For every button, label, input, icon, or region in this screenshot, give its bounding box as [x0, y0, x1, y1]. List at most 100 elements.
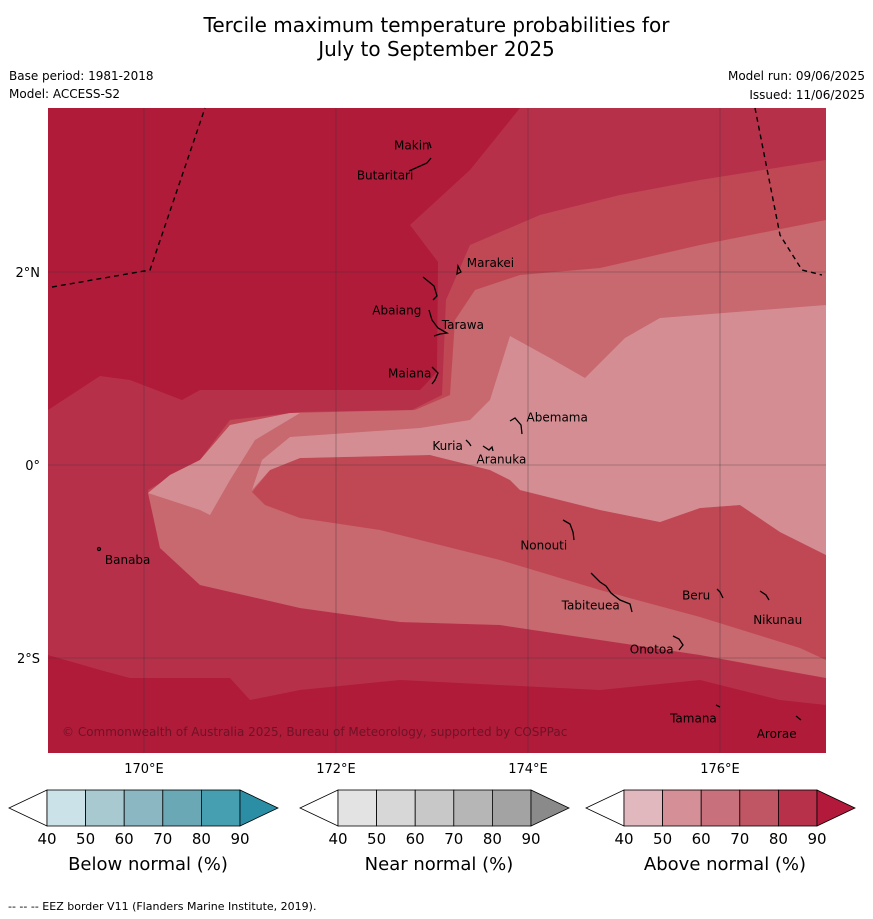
band-50	[148, 305, 826, 555]
colorbar-tick: 40	[328, 830, 347, 848]
place-label-nonouti: Nonouti	[520, 539, 567, 553]
place-label-makin: Makin	[394, 139, 430, 153]
colorbar-segment	[85, 789, 125, 827]
outline-nikunau	[759, 590, 770, 601]
colorbar-high-arrow	[816, 789, 856, 827]
outline-abemama	[509, 417, 523, 435]
model-name: Model: ACCESS-S2	[9, 87, 121, 101]
colorbar-segment	[700, 789, 741, 827]
colorbar-tick: 60	[692, 830, 711, 848]
colorbar-tick: 80	[192, 830, 211, 848]
eez-border-west	[51, 107, 206, 288]
place-label-maiana: Maiana	[388, 366, 431, 380]
place-label-nikunau: Nikunau	[753, 613, 802, 627]
outline-marakei	[456, 263, 462, 276]
colorbar-low-arrow	[585, 789, 625, 827]
place-label-banaba: Banaba	[105, 553, 151, 567]
colorbar-segment	[46, 789, 86, 827]
eez-border	[51, 107, 823, 288]
outline-tamana	[715, 704, 721, 708]
colorbar-0: 40 50 60 70 80 90	[8, 789, 279, 848]
outline-aranuka	[482, 445, 494, 452]
colorbar-high-arrow	[239, 789, 279, 827]
colorbar-tick: 80	[483, 830, 502, 848]
colorbar-tick: 90	[521, 830, 540, 848]
map-title-line2: July to September 2025	[318, 37, 555, 61]
colorbar-tick: 70	[153, 830, 172, 848]
place-label-butaritari: Butaritari	[357, 169, 414, 183]
colorbar-segment	[200, 789, 241, 827]
place-label-tarawa: Tarawa	[441, 318, 484, 332]
colorbar-segment	[662, 789, 702, 827]
lon-tick-label: 176°E	[700, 762, 740, 777]
place-label-tabiteuea: Tabiteuea	[561, 598, 620, 612]
colorbar-tick: 50	[367, 830, 386, 848]
place-label-marakei: Marakei	[467, 256, 514, 270]
island-outlines	[96, 141, 802, 721]
colorbar-tick: 70	[730, 830, 749, 848]
outline-tabiteuea	[590, 572, 633, 613]
outline-butaritari	[408, 157, 432, 172]
colorbar-title: Above normal (%)	[643, 854, 807, 875]
colorbar-tick: 40	[37, 830, 56, 848]
colorbar-segment	[337, 789, 377, 827]
colorbar-segment	[491, 789, 532, 827]
colorbar-segment	[376, 789, 416, 827]
place-label-abaiang: Abaiang	[372, 303, 421, 317]
colorbar-segment	[162, 789, 202, 827]
colorbar-segment	[123, 789, 164, 827]
colorbar-tick: 60	[406, 830, 425, 848]
colorbar-tick: 60	[115, 830, 134, 848]
outline-tarawa	[428, 309, 450, 337]
outline-abaiang	[422, 276, 438, 301]
place-label-kuria: Kuria	[432, 439, 463, 453]
colorbar-tick: 50	[653, 830, 672, 848]
outline-kuria	[465, 439, 472, 447]
colorbar-segment	[453, 789, 493, 827]
graticule	[48, 108, 826, 753]
eez-legend-note: -- -- -- EEZ border V11 (Flanders Marine…	[8, 900, 317, 913]
outline-nonouti	[562, 519, 575, 541]
outline-maiana	[431, 366, 439, 385]
base-period: Base period: 1981-2018	[9, 69, 154, 83]
outline-beru	[716, 588, 724, 599]
colorbar-segment	[739, 789, 779, 827]
probability-bands	[48, 108, 826, 753]
colorbar-low-arrow	[8, 789, 48, 827]
forecast-map: Makin Butaritari Marakei Abaiang Tarawa Maian…	[16, 107, 826, 777]
colorbar-tick: 50	[76, 830, 95, 848]
place-labels: Makin Butaritari Marakei Abaiang Tarawa Maian…	[105, 139, 802, 741]
colorbar-title: Below normal (%)	[68, 854, 228, 875]
outline-arorae	[795, 715, 802, 721]
lon-tick-label: 172°E	[316, 762, 356, 777]
lat-tick-label: 0°	[25, 459, 40, 474]
model-run: Model run: 09/06/2025	[727, 69, 865, 83]
place-label-abemama: Abemama	[527, 410, 588, 424]
colorbar-title: Near normal (%)	[364, 854, 514, 875]
place-label-tamana: Tamana	[669, 711, 717, 725]
place-label-aranuka: Aranuka	[477, 453, 527, 467]
lat-tick-label: 2°N	[16, 266, 41, 281]
lon-tick-label: 174°E	[508, 762, 548, 777]
lon-tick-label: 170°E	[124, 762, 164, 777]
lat-tick-label: 2°S	[17, 652, 40, 667]
place-label-onotoa: Onotoa	[630, 643, 674, 657]
axis-tick-labels: 170°E 172°E 174°E 176°E 2°N 0° 2°S	[16, 266, 740, 777]
place-label-arorae: Arorae	[757, 727, 797, 741]
copyright-text: © Commonwealth of Australia 2025, Bureau…	[62, 725, 567, 739]
colorbar-segment	[414, 789, 455, 827]
map-title-line1: Tercile maximum temperature probabilitie…	[203, 13, 670, 37]
colorbar-segment	[623, 789, 663, 827]
colorbar-low-arrow	[299, 789, 339, 827]
colorbar-tick: 40	[614, 830, 633, 848]
colorbar-tick: 80	[769, 830, 788, 848]
colorbar-tick: 90	[807, 830, 826, 848]
issued-date: Issued: 11/06/2025	[749, 88, 865, 102]
eez-border-east	[754, 107, 823, 276]
colorbar-tick: 70	[444, 830, 463, 848]
colorbar-1: 40 50 60 70 80 90	[299, 789, 570, 848]
outline-onotoa	[672, 635, 684, 651]
outline-makin	[428, 141, 432, 149]
place-label-beru: Beru	[682, 588, 710, 602]
colorbar-tick: 90	[230, 830, 249, 848]
